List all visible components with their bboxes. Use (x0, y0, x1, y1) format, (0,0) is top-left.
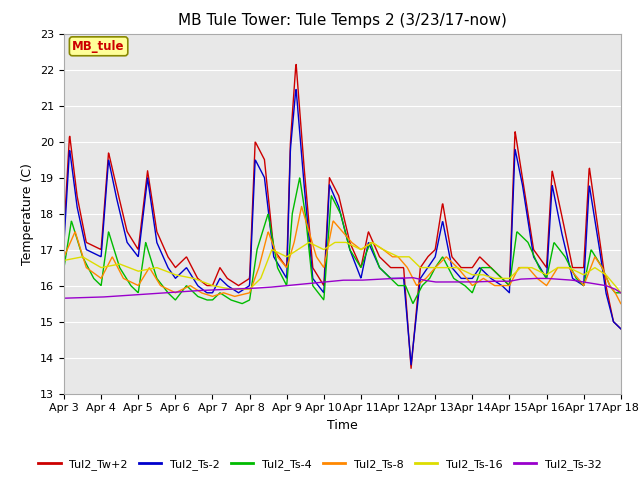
Tul2_Ts-2 (429, 256, 437, 262)
Tul2_Ts-2 (292, 87, 300, 93)
Tul2_Ts-4 (184, 284, 191, 290)
Tul2_Ts-32 (617, 290, 625, 296)
Line: Tul2_Ts-8: Tul2_Ts-8 (64, 206, 621, 303)
Tul2_Ts-4 (238, 300, 246, 306)
Tul2_Ts-8 (502, 283, 509, 288)
Line: Tul2_Ts-32: Tul2_Ts-32 (64, 278, 621, 298)
Tul2_Tw+2 (170, 263, 178, 269)
Tul2_Tw+2 (184, 256, 191, 262)
Tul2_Ts-32 (170, 289, 178, 295)
Tul2_Tw+2 (502, 280, 510, 286)
Tul2_Ts-8 (170, 289, 178, 295)
Tul2_Tw+2 (246, 263, 254, 269)
Tul2_Ts-8 (551, 269, 559, 275)
Tul2_Ts-2 (60, 240, 68, 245)
Tul2_Ts-8 (617, 300, 625, 306)
Tul2_Ts-8 (429, 267, 437, 273)
Tul2_Ts-32 (409, 275, 417, 281)
Text: MB_tule: MB_tule (72, 40, 125, 53)
Tul2_Ts-16 (246, 286, 254, 291)
Tul2_Tw+2 (60, 228, 68, 234)
Tul2_Ts-2 (246, 271, 254, 277)
Tul2_Ts-4 (429, 268, 437, 274)
Tul2_Ts-16 (60, 258, 68, 264)
Tul2_Ts-32 (551, 276, 559, 282)
Line: Tul2_Tw+2: Tul2_Tw+2 (64, 64, 621, 368)
Line: Tul2_Ts-4: Tul2_Ts-4 (64, 178, 621, 303)
Tul2_Ts-16 (551, 266, 559, 272)
Tul2_Ts-16 (502, 276, 509, 281)
Tul2_Ts-16 (429, 264, 437, 270)
Tul2_Tw+2 (429, 248, 437, 254)
Tul2_Ts-16 (332, 240, 339, 245)
Tul2_Tw+2 (552, 183, 559, 189)
Tul2_Tw+2 (292, 61, 300, 67)
Tul2_Tw+2 (617, 326, 625, 332)
Tul2_Ts-8 (184, 284, 191, 289)
Tul2_Ts-2 (552, 198, 559, 204)
Tul2_Ts-2 (407, 362, 415, 368)
Tul2_Ts-16 (617, 290, 625, 296)
Tul2_Ts-8 (246, 288, 254, 294)
Tul2_Ts-32 (184, 288, 191, 294)
Tul2_Ts-4 (296, 175, 303, 181)
Tul2_Ts-2 (502, 287, 510, 293)
Tul2_Ts-16 (184, 275, 191, 280)
Tul2_Ts-32 (246, 286, 254, 291)
Tul2_Ts-32 (60, 295, 68, 301)
Tul2_Ts-4 (617, 290, 625, 296)
Tul2_Ts-4 (246, 291, 254, 297)
Tul2_Ts-4 (170, 296, 178, 302)
Tul2_Ts-32 (502, 278, 509, 284)
Title: MB Tule Tower: Tule Temps 2 (3/23/17-now): MB Tule Tower: Tule Temps 2 (3/23/17-now… (178, 13, 507, 28)
Tul2_Ts-4 (502, 280, 510, 286)
Line: Tul2_Ts-16: Tul2_Ts-16 (64, 242, 621, 293)
Y-axis label: Temperature (C): Temperature (C) (22, 163, 35, 264)
X-axis label: Time: Time (327, 419, 358, 432)
Tul2_Tw+2 (407, 365, 415, 371)
Tul2_Ts-16 (170, 272, 178, 277)
Tul2_Ts-2 (170, 274, 178, 280)
Tul2_Ts-32 (429, 279, 437, 285)
Tul2_Ts-2 (617, 326, 625, 332)
Tul2_Ts-8 (60, 254, 68, 260)
Tul2_Ts-2 (184, 267, 191, 273)
Tul2_Ts-4 (552, 241, 559, 247)
Tul2_Ts-8 (298, 204, 305, 209)
Legend: Tul2_Tw+2, Tul2_Ts-2, Tul2_Ts-4, Tul2_Ts-8, Tul2_Ts-16, Tul2_Ts-32: Tul2_Tw+2, Tul2_Ts-2, Tul2_Ts-4, Tul2_Ts… (34, 455, 606, 474)
Tul2_Ts-4 (60, 264, 68, 270)
Line: Tul2_Ts-2: Tul2_Ts-2 (64, 90, 621, 365)
